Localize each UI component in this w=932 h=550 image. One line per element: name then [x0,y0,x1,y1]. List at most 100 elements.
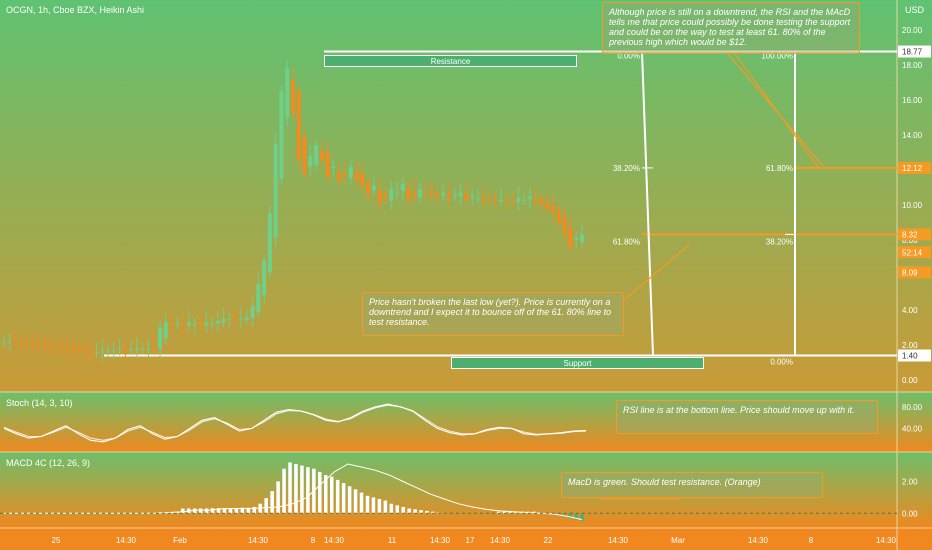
candle [452,194,457,196]
time-axis-label: 14:30 [748,536,769,545]
candle [181,324,186,328]
macd-bar [371,497,376,514]
macd-bar [270,491,274,514]
fib-vertical-left [641,51,654,356]
price-tag: 12.12 [902,164,923,173]
candle [458,192,463,197]
macd-bar [419,510,423,514]
candle [568,227,573,247]
candle [504,200,509,202]
price-tag-bg [898,45,931,58]
macd-bar [252,506,257,514]
candle [296,91,301,160]
candle [395,192,400,194]
candle [106,350,111,352]
macd-bar [198,508,203,514]
candle [389,189,394,201]
candle [429,191,434,195]
stoch-title[interactable]: Stoch (14, 3, 10) [6,398,73,408]
stoch-pane-background [0,392,932,452]
price-axis-label: 14.00 [902,131,923,140]
macd-bar [568,513,572,519]
candle [423,191,428,193]
fib-label-p382_right: 38.20% [766,237,793,246]
candle [499,199,504,201]
candle [325,152,330,177]
macd-bar [288,462,292,514]
candle [383,194,388,198]
candle [19,341,24,344]
price-tag-bg [898,349,931,362]
price-axis-label: 0.00 [902,376,918,385]
candle [146,348,151,350]
price-axis-label: 20.00 [902,26,923,35]
macd-bar [324,475,328,514]
candle [279,91,284,179]
note-price[interactable]: Price hasn't broken the last low (yet?).… [362,292,624,336]
macd-bar [359,492,364,514]
candle [163,322,168,339]
macd-bar [401,506,406,514]
macd-bar [246,507,251,514]
macd-bar [556,513,560,515]
candle [377,190,382,204]
price-axis-label: 18.00 [902,61,923,70]
note-top[interactable]: Although price is still on a downtrend, … [602,2,860,54]
candle [71,348,76,351]
candle [527,196,532,199]
time-axis-label: 14:30 [608,536,629,545]
note-price-pointer [623,243,691,301]
candle [250,306,255,318]
candle [65,348,70,350]
macd-bar [240,507,245,514]
macd-bar [318,471,322,514]
candle [539,198,544,204]
macd-bar [347,486,352,514]
macd-bar [234,508,239,514]
candle [314,145,319,165]
macd-line [4,463,583,521]
fib-label-p100_right: 100.00% [761,52,793,61]
time-axis-label: 14:30 [876,536,897,545]
candle [447,194,452,198]
note-top-pointer [727,53,823,166]
candle [111,350,116,352]
price-tag-bg [898,266,931,279]
macd-bar [300,465,304,514]
note-macd[interactable]: MacD is green. Should test resistance. (… [561,472,823,498]
macd-bar [377,498,382,514]
macd-bar [306,467,310,514]
time-axis-label: 8 [311,536,316,545]
candle [42,344,47,346]
candle [545,202,550,209]
price-tag: 18.77 [902,48,923,57]
candle [13,341,18,343]
candle [273,143,278,238]
candle [7,341,12,343]
time-axis-background [0,528,932,550]
candle [481,197,486,200]
candle [533,198,538,202]
macd-bar [335,479,340,514]
fib-label-p618_right: 61.80% [766,164,793,173]
price-tag-bg [898,161,931,174]
macd-bar [431,511,435,514]
time-axis-label: 11 [388,536,397,545]
symbol-header[interactable]: OCGN, 1h, Cboe BZX, Heikin Ashi [6,5,145,15]
candle [319,150,324,160]
price-tag-bg [898,246,931,259]
note-rsi[interactable]: RSI line is at the bottom line. Price sh… [616,400,878,434]
candle [186,322,191,326]
candle [522,199,527,201]
candle [88,351,93,353]
candle [221,318,226,323]
candle [493,199,498,202]
candle [262,261,267,296]
fib-label-p382_left: 38.20% [613,164,640,173]
price-tag: 52:14 [902,248,923,257]
macd-bar [228,508,233,514]
currency-label[interactable]: USD [905,5,925,15]
candle [354,170,359,181]
macd-title[interactable]: MACD 4C (12, 26, 9) [6,458,91,468]
